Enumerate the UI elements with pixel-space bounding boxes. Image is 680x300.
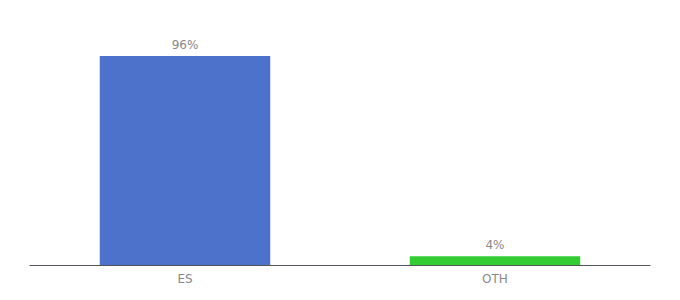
svg-text:96%: 96%: [172, 38, 199, 52]
svg-text:ES: ES: [177, 272, 192, 286]
svg-text:4%: 4%: [485, 238, 504, 252]
svg-text:OTH: OTH: [482, 272, 508, 286]
